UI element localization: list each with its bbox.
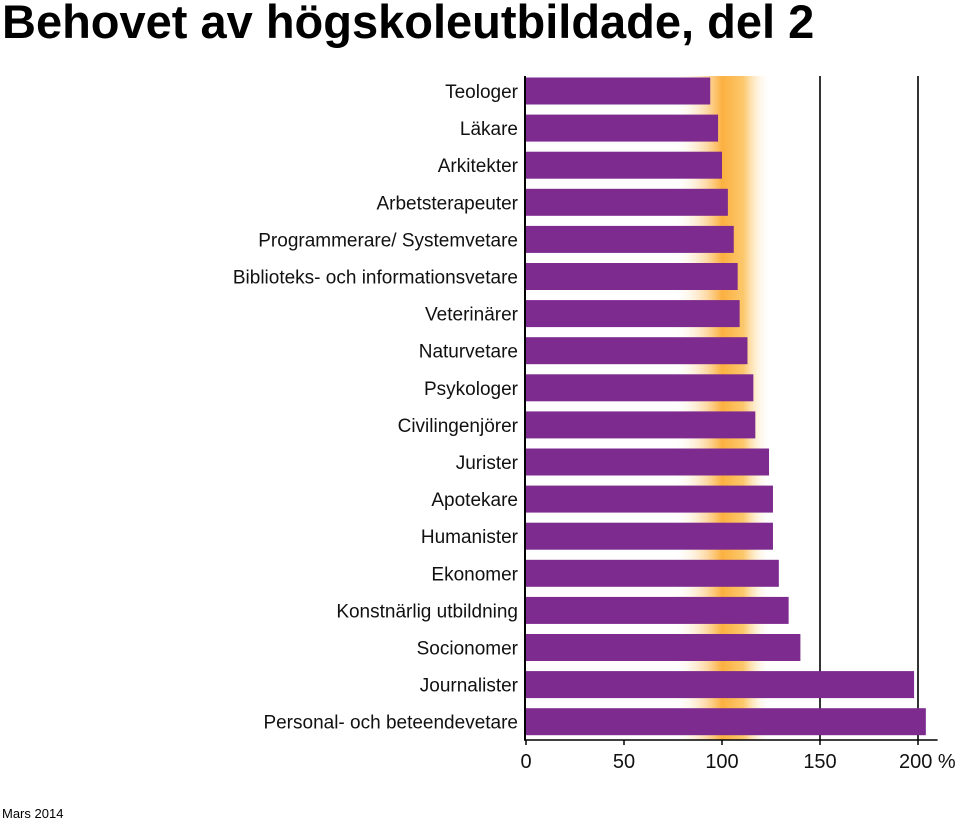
category-label-jurister: Jurister — [456, 453, 519, 474]
category-label-naturvetare: Naturvetare — [419, 342, 518, 363]
x-tick-label-100: 100 — [705, 751, 738, 773]
bar-chart: Teologer Läkare Arkitekter Arbetsterapeuter… — [233, 76, 956, 773]
bars — [526, 77, 926, 736]
category-label-ekonomer: Ekonomer — [431, 564, 518, 585]
bar-naturvetare — [526, 337, 748, 365]
category-label-journalister: Journalister — [420, 676, 519, 697]
bar-veterinärer — [526, 300, 740, 328]
page-title: Behovet av högskoleutbildade, del 2 — [2, 0, 815, 48]
footer-date: Mars 2014 — [2, 806, 64, 821]
category-label-socionomer: Socionomer — [417, 639, 519, 660]
category-label-psykologer: Psykologer — [424, 379, 519, 400]
bar-läkare — [526, 114, 719, 142]
x-axis: 0 50 100 150 200 % — [520, 76, 956, 773]
bar-psykologer — [526, 374, 754, 402]
bar-journalister — [526, 671, 915, 699]
category-label-apotekare: Apotekare — [431, 490, 518, 511]
bar-arkitekter — [526, 151, 722, 179]
bar-teologer — [526, 77, 711, 105]
category-label-konstnärlig-utbildning: Konstnärlig utbildning — [336, 601, 518, 622]
balance-band — [673, 76, 771, 740]
x-tick-label-200: 200 % — [899, 751, 956, 773]
category-label-humanister: Humanister — [421, 527, 519, 548]
category-labels: Teologer Läkare Arkitekter Arbetsterapeuter… — [233, 82, 519, 734]
category-label-personal-och-beteendevetare: Personal- och beteendevetare — [263, 713, 518, 734]
bar-biblioteks-och-informationsvetare — [526, 263, 738, 290]
category-label-arkitekter: Arkitekter — [438, 156, 519, 177]
category-label-teologer: Teologer — [445, 82, 519, 103]
category-label-programmerare-systemvetare: Programmerare/ Systemvetare — [258, 230, 518, 251]
balance-band-area — [673, 76, 771, 740]
category-label-biblioteks-och-informationsvetare: Biblioteks- och informationsvetare — [233, 268, 518, 289]
bar-programmerare-systemvetare — [526, 225, 734, 253]
bar-apotekare — [526, 485, 773, 513]
reference-lines — [819, 76, 919, 740]
bar-humanister — [526, 522, 773, 550]
bar-arbetsterapeuter — [526, 188, 728, 216]
bar-civilingenjörer — [526, 411, 756, 439]
bar-konstnärlig-utbildning — [526, 596, 789, 624]
category-label-arbetsterapeuter: Arbetsterapeuter — [376, 193, 518, 214]
category-label-läkare: Läkare — [460, 119, 518, 140]
bar-jurister — [526, 448, 770, 476]
bar-socionomer — [526, 634, 801, 661]
category-label-civilingenjörer: Civilingenjörer — [398, 416, 519, 437]
x-tick-label-50: 50 — [613, 751, 635, 773]
category-label-veterinärer: Veterinärer — [425, 305, 519, 326]
x-tick-label-0: 0 — [520, 751, 531, 773]
x-tick-label-150: 150 — [803, 751, 836, 773]
bar-ekonomer — [526, 559, 779, 587]
bar-personal-och-beteendevetare — [526, 708, 926, 736]
